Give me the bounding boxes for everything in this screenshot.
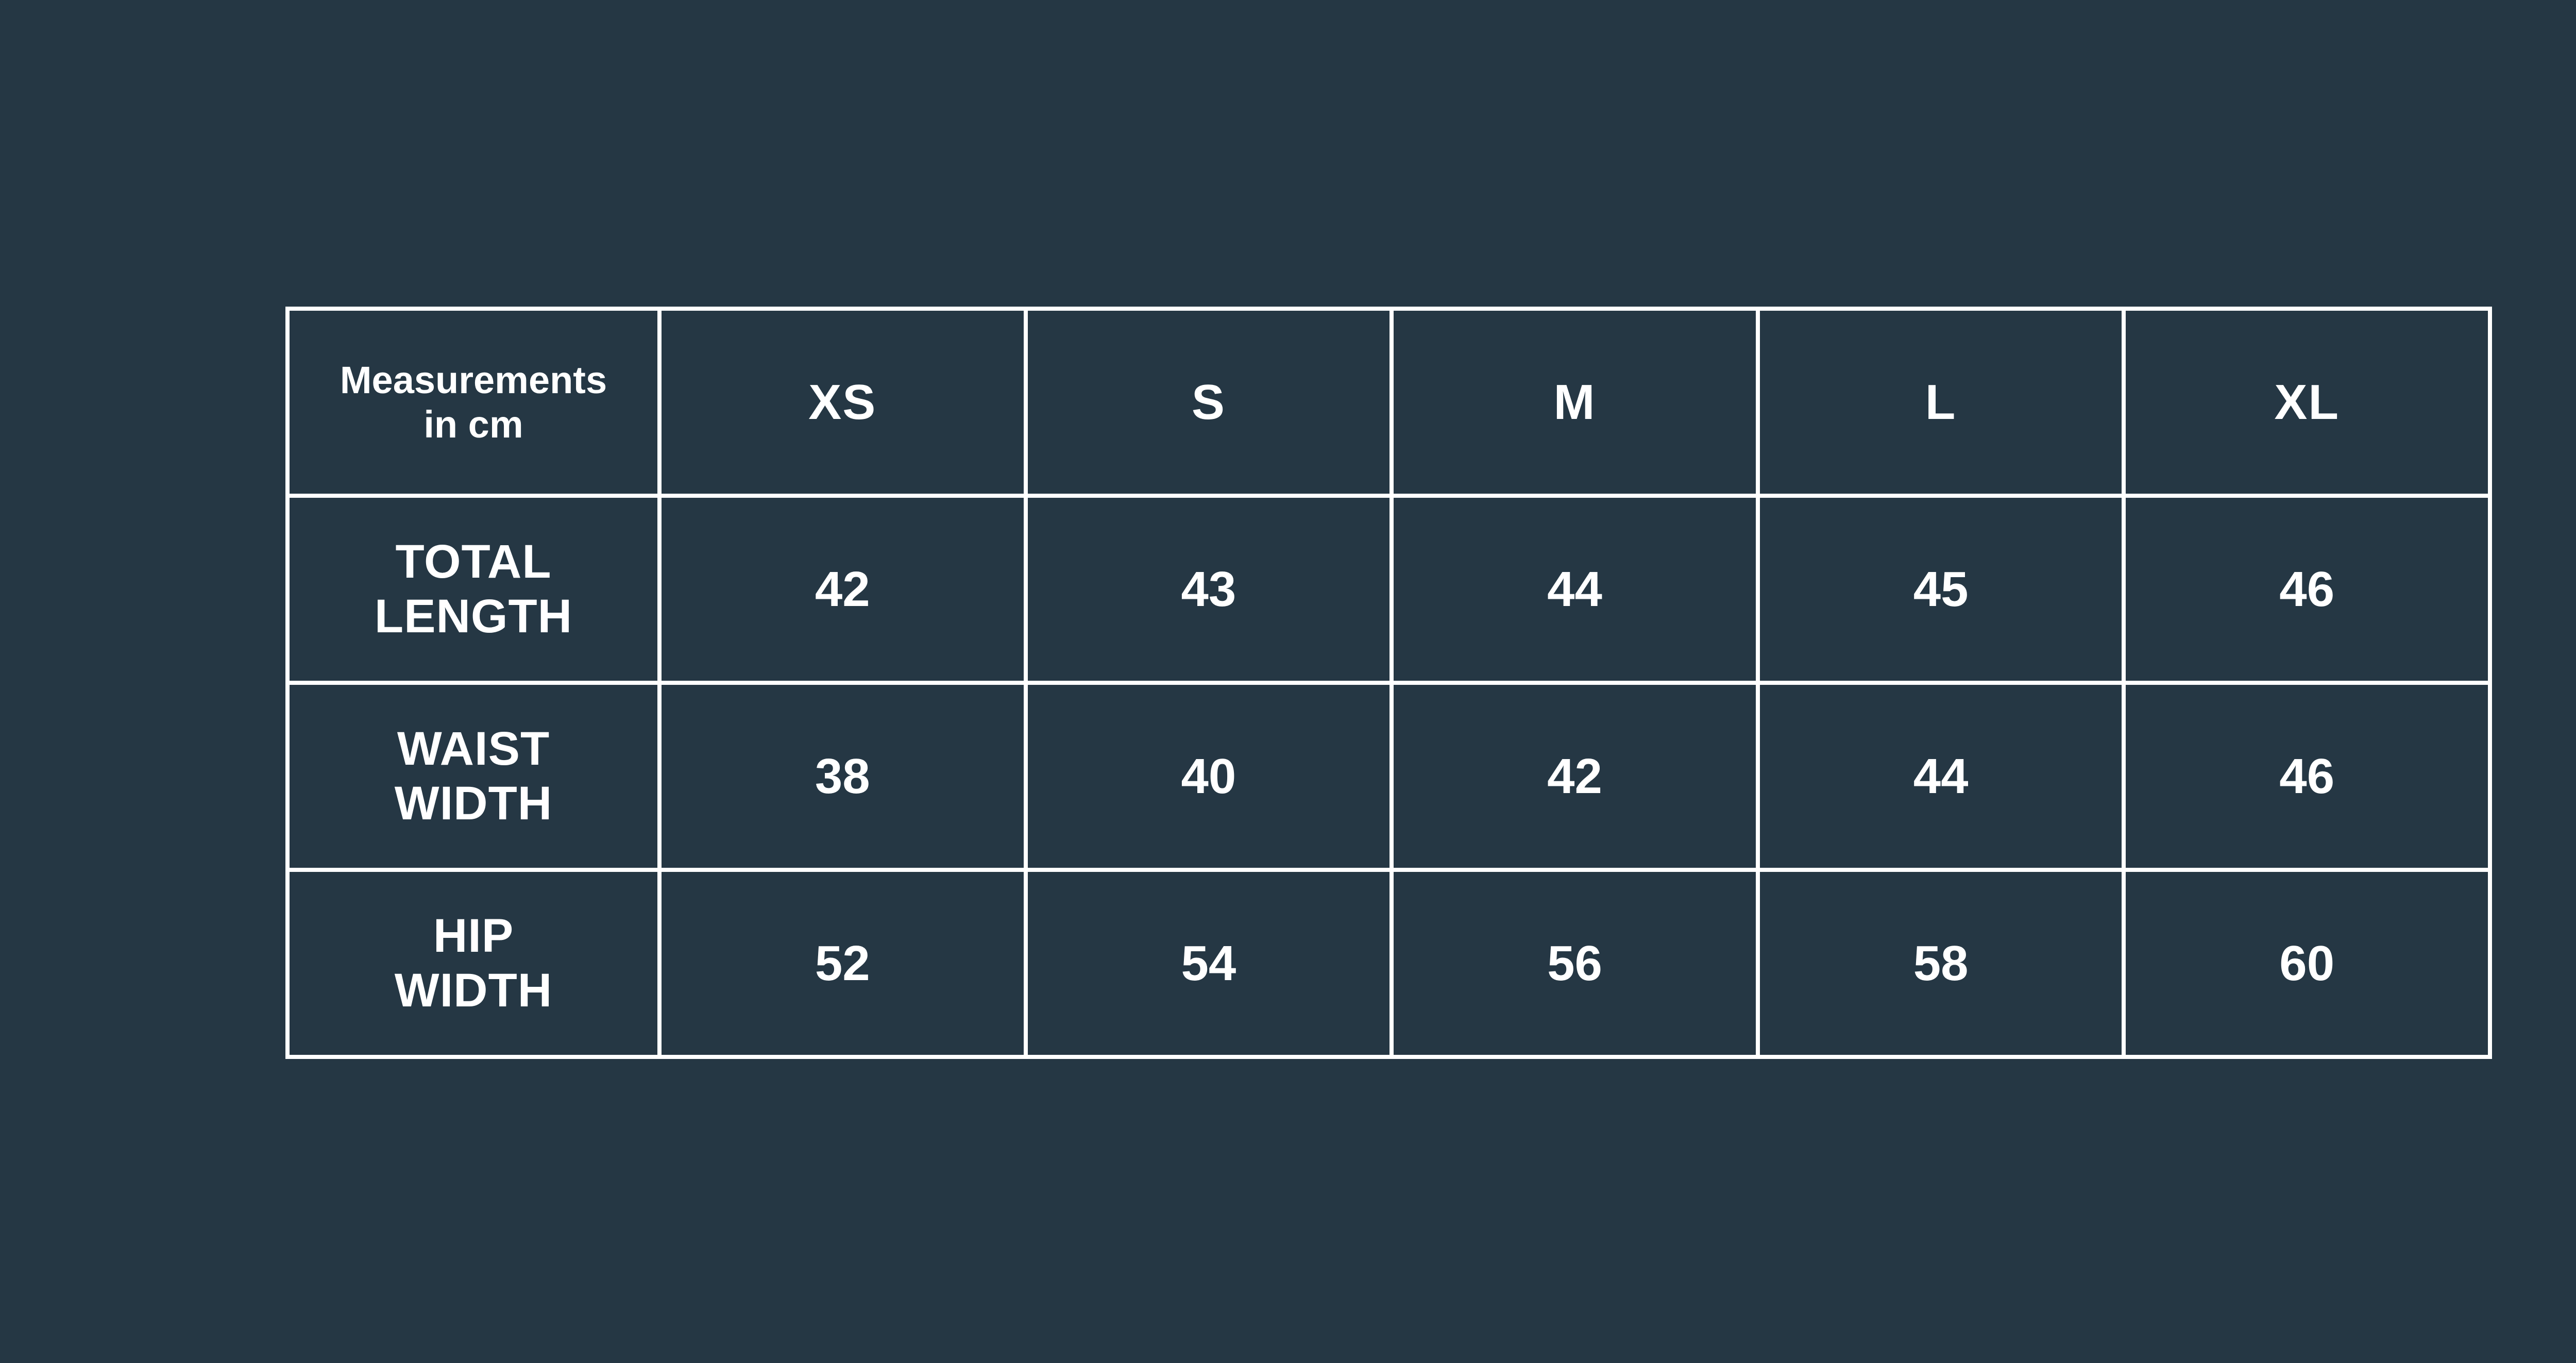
size-column-header-xl: XL: [2122, 307, 2492, 498]
header-row: Measurements in cm XS S M L XL: [285, 307, 2492, 498]
value-cell: 52: [657, 868, 1028, 1059]
value-cell: 44: [1389, 494, 1760, 685]
corner-header-line2: in cm: [423, 402, 523, 446]
value-cell: 43: [1023, 494, 1394, 685]
row-label-line2: WIDTH: [394, 777, 553, 830]
corner-header-line1: Measurements: [340, 359, 607, 402]
value-cell: 56: [1389, 868, 1760, 1059]
value-cell: 42: [1389, 681, 1760, 872]
table-row-total-length: TOTAL LENGTH 42 43 44 45 46: [285, 494, 2492, 685]
size-column-header-l: L: [1755, 307, 2126, 498]
size-chart-table: Measurements in cm XS S M L XL TOTAL LEN…: [285, 307, 2492, 1059]
value-cell: 42: [657, 494, 1028, 685]
table-row-waist-width: WAIST WIDTH 38 40 42 44 46: [285, 681, 2492, 872]
value-cell: 46: [2122, 494, 2492, 685]
corner-header-cell: Measurements in cm: [285, 307, 662, 498]
value-cell: 45: [1755, 494, 2126, 685]
row-label-line1: TOTAL: [395, 535, 552, 588]
value-cell: 40: [1023, 681, 1394, 872]
value-cell: 38: [657, 681, 1028, 872]
size-column-header-m: M: [1389, 307, 1760, 498]
value-cell: 60: [2122, 868, 2492, 1059]
value-cell: 44: [1755, 681, 2126, 872]
table-row-hip-width: HIP WIDTH 52 54 56 58 60: [285, 868, 2492, 1059]
row-label-hip-width: HIP WIDTH: [285, 868, 662, 1059]
value-cell: 58: [1755, 868, 2126, 1059]
row-label-line1: HIP: [433, 909, 514, 962]
size-column-header-s: S: [1023, 307, 1394, 498]
size-column-header-xs: XS: [657, 307, 1028, 498]
row-label-waist-width: WAIST WIDTH: [285, 681, 662, 872]
row-label-line1: WAIST: [397, 722, 550, 775]
row-label-line2: LENGTH: [374, 590, 573, 643]
row-label-line2: WIDTH: [394, 964, 553, 1017]
value-cell: 46: [2122, 681, 2492, 872]
value-cell: 54: [1023, 868, 1394, 1059]
row-label-total-length: TOTAL LENGTH: [285, 494, 662, 685]
